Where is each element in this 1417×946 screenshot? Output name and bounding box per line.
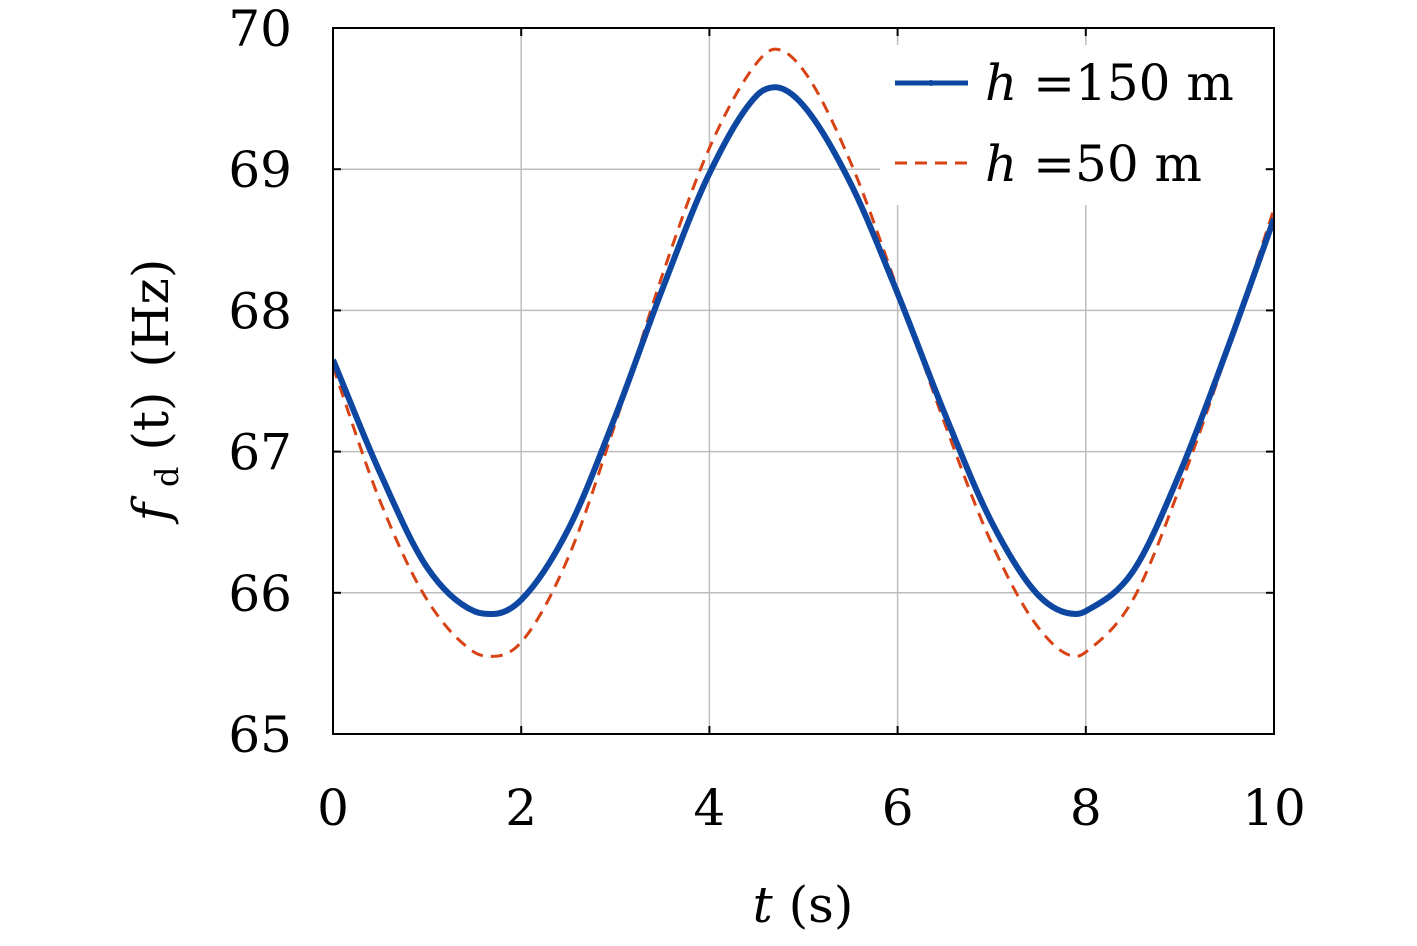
series-layer [333, 47, 1274, 658]
y-tick-label: 70 [228, 0, 292, 58]
legend-label-h150-var: h [985, 54, 1017, 112]
legend-marker-h150 [928, 80, 934, 86]
y-tick-label: 65 [228, 706, 292, 764]
y-tick-label: 69 [228, 141, 292, 199]
y-tick-label: 66 [228, 565, 292, 623]
legend-label-h150-rest: =150 m [1033, 54, 1234, 112]
y-axis-var: f [122, 495, 180, 525]
x-tick-label: 4 [693, 779, 725, 837]
legend-label-h50-rest: =50 m [1033, 135, 1202, 193]
x-tick-label: 10 [1242, 779, 1306, 837]
x-axis-label: t (s) [753, 876, 854, 934]
plot-frame [332, 27, 1275, 735]
y-axis-unit: (Hz) [122, 259, 180, 368]
series-line-h50 [333, 47, 1274, 658]
y-tick-label: 67 [228, 424, 292, 482]
y-tick-label: 68 [228, 282, 292, 340]
x-tick-label: 6 [882, 779, 914, 837]
y-axis-label: f d (t) (Hz) [122, 259, 190, 526]
legend-box [880, 45, 1265, 205]
legend-label-h50-var: h [985, 135, 1017, 193]
series-line-h150 [333, 84, 1274, 617]
y-axis-sub: d [148, 466, 186, 486]
x-tick-label: 0 [317, 779, 349, 837]
ticks [332, 27, 1275, 735]
legend-label-h50: h =50 m [985, 135, 1202, 193]
x-tick-label: 2 [505, 779, 537, 837]
x-axis-var: t [753, 876, 774, 934]
y-axis-arg: (t) [122, 391, 180, 450]
legend-label-h150: h =150 m [985, 54, 1234, 112]
x-tick-label: 8 [1070, 779, 1102, 837]
x-axis-unit: (s) [789, 876, 854, 934]
legend: h =150 m h =50 m [880, 45, 1265, 205]
